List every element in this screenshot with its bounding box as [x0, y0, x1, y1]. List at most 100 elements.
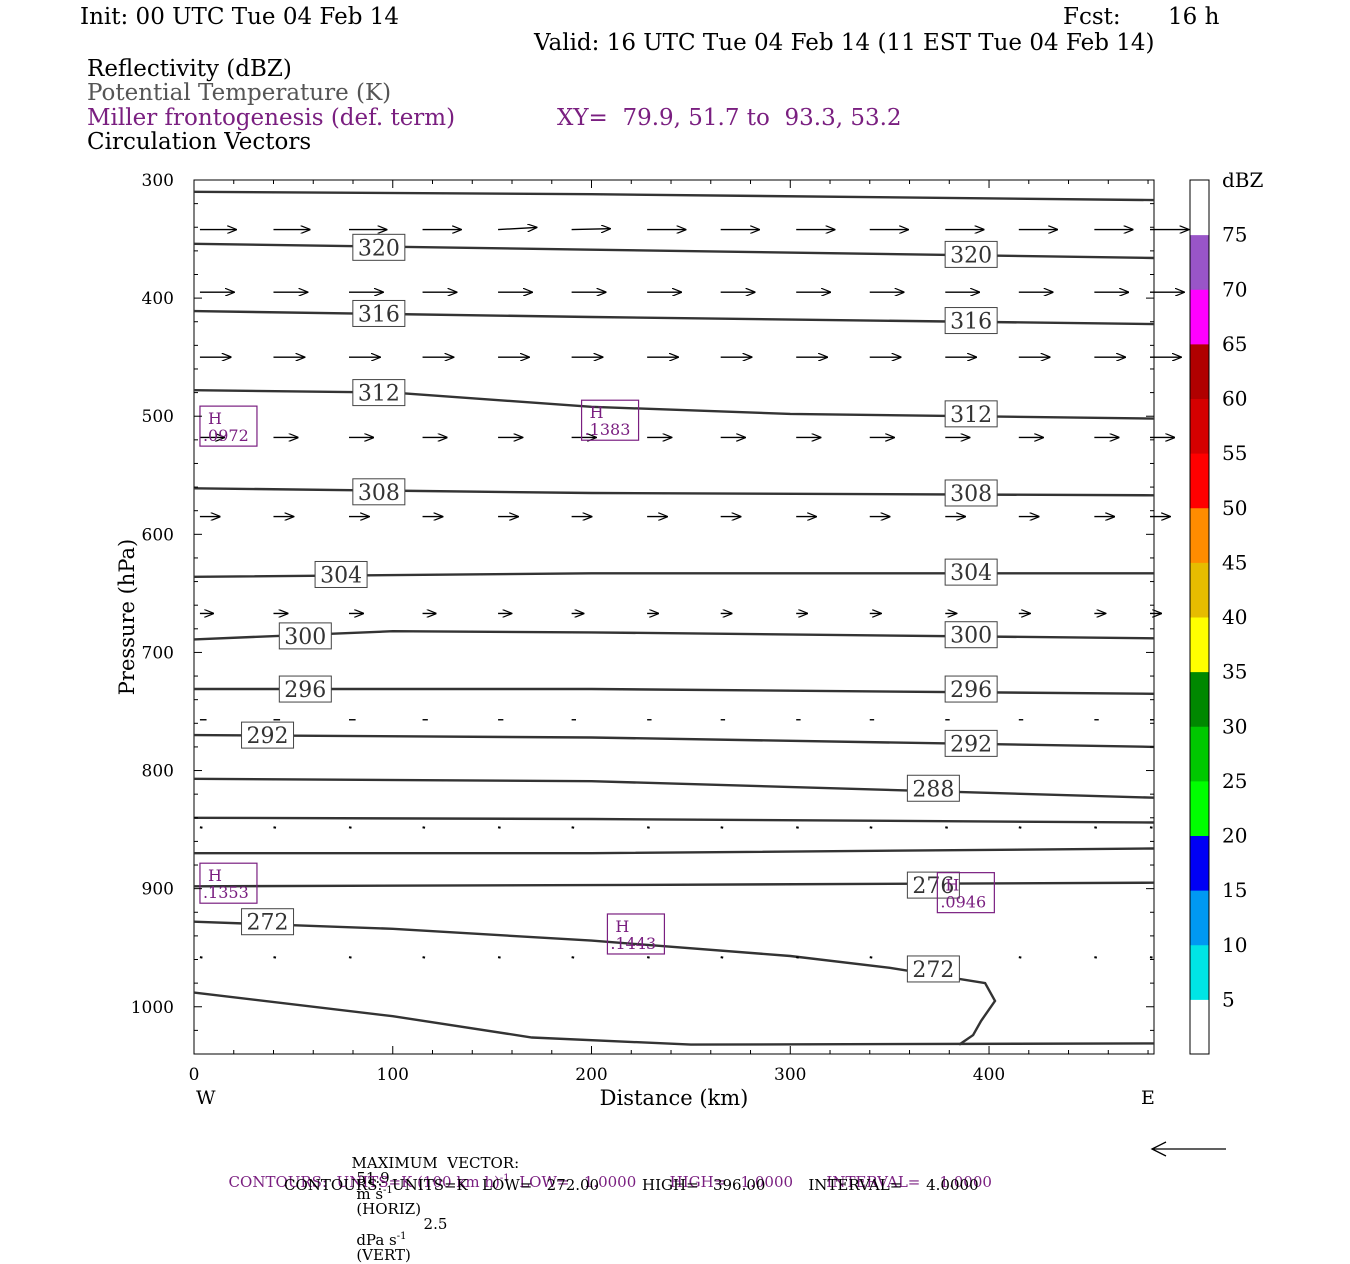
theta-label-text: 316 — [950, 310, 992, 335]
theta-label-box — [906, 955, 960, 983]
y-tick-label: 500 — [142, 407, 174, 427]
theta-label-text: 312 — [358, 382, 400, 407]
theta-label-text: 304 — [950, 561, 992, 586]
theta-contour-276 — [193, 881, 1155, 888]
max-vert-label: (VERT) — [356, 1246, 411, 1264]
forecast-label: Fcst: — [1063, 4, 1121, 30]
colorbar-level-label: 60 — [1222, 387, 1247, 411]
theta-contour-312 — [193, 389, 1155, 420]
forecast-hour: 16 h — [1168, 4, 1220, 30]
colorbar-level-label: 65 — [1222, 332, 1247, 356]
axes: 300 400 500 600 700 800 900 1000 0 100 200 300 400 — [131, 171, 1154, 1085]
colorbar-frame — [1189, 179, 1210, 1055]
frontogenesis-contours-exponent: -1 — [499, 1173, 510, 1184]
colorbar-segment — [1190, 617, 1209, 673]
colorbar-level-label: 55 — [1222, 441, 1247, 465]
colorbar-segment — [1190, 944, 1209, 1000]
theta-contour-line-0 — [193, 190, 1155, 202]
high-box — [199, 405, 258, 447]
max-horiz-label: (HORIZ) — [356, 1200, 422, 1218]
colorbar-segment — [1190, 562, 1209, 618]
vector-point — [199, 826, 203, 829]
colorbar-level-label: 40 — [1222, 605, 1247, 629]
theta-label-text: 320 — [950, 243, 992, 268]
theta-label-text: 308 — [950, 482, 992, 507]
high-label: H — [615, 917, 629, 936]
high-value: .1443 — [610, 934, 656, 953]
circulation-vectors — [199, 227, 1188, 959]
y-tick-label: 900 — [142, 880, 174, 900]
theta-label-text: 272 — [912, 958, 954, 983]
theta-contour-line-14 — [193, 991, 1155, 1046]
colorbar-segment — [1190, 453, 1209, 509]
high-label: H — [208, 409, 222, 428]
vector-point — [497, 956, 501, 959]
vector-point — [1149, 826, 1153, 829]
theta-label-box — [241, 908, 295, 936]
max-vert-exponent: -1 — [396, 1231, 407, 1242]
colorbar-segment — [1190, 289, 1209, 345]
frontogenesis-contours-info: CONTOURS: UNITS=K (100 km h)-1 LOW= 1.00… — [219, 1159, 992, 1190]
vector-point — [1094, 956, 1098, 959]
x-tick-label: 400 — [973, 1065, 1005, 1085]
theta-label-text: 276 — [912, 874, 954, 899]
y-tick-label: 400 — [142, 289, 174, 309]
high-value: .1353 — [203, 883, 249, 902]
colorbar-level-label: 15 — [1222, 878, 1247, 902]
y-tick-label: 800 — [142, 762, 174, 782]
field-circulation-vectors: Circulation Vectors — [87, 129, 312, 155]
colorbar-segment — [1190, 890, 1209, 946]
vector-point — [422, 956, 426, 959]
colorbar-level-label: 25 — [1222, 769, 1247, 793]
theta-label-box — [352, 299, 406, 327]
theta-label-box — [944, 675, 998, 703]
theta-label-box — [944, 307, 998, 335]
reflectivity-colorbar: 5 10 15 20 25 30 35 40 45 50 55 60 65 70 75 — [1189, 179, 1247, 1055]
max-horiz-exponent: -1 — [383, 1185, 393, 1196]
theta-contour-288 — [193, 777, 1155, 799]
east-label: E — [1141, 1087, 1155, 1109]
y-tick-label: 700 — [142, 643, 174, 663]
theta-contour-308 — [193, 487, 1155, 497]
y-tick-label: 300 — [142, 171, 174, 191]
theta-contour-292 — [193, 733, 1155, 749]
theta-label-text: 300 — [950, 624, 992, 649]
vector-point — [869, 826, 873, 829]
colorbar-segment — [1190, 343, 1209, 399]
colorbar-level-label: 45 — [1222, 550, 1247, 574]
vector-point — [571, 826, 575, 829]
vector-point — [199, 956, 203, 959]
theta-label-box — [944, 558, 998, 586]
theta-label-text: 320 — [358, 236, 400, 261]
vector-point — [571, 956, 575, 959]
field-frontogenesis: Miller frontogenesis (def. term) — [87, 105, 456, 131]
reference-vector-arrow — [1150, 1141, 1226, 1157]
field-reflectivity: Reflectivity (dBZ) — [87, 56, 292, 82]
y-tick-label: 600 — [142, 525, 174, 545]
theta-label-text: 312 — [950, 403, 992, 428]
theta-contours-info: CONTOURS: UNITS=K LOW= 272.00 HIGH= 396.… — [284, 1176, 979, 1194]
theta-label-box — [944, 400, 998, 428]
high-label: H — [208, 866, 222, 885]
high-value: .1383 — [585, 420, 631, 439]
plot-frame — [193, 179, 1155, 1055]
theta-contour-labels: 320 320 316 316 312 312 308 308 304 304 300 300 296 2… — [241, 233, 998, 983]
theta-label-text: 296 — [284, 678, 326, 703]
high-value: .0972 — [203, 426, 249, 445]
vector-point — [945, 826, 948, 829]
theta-label-box — [944, 240, 998, 268]
theta-label-box — [944, 479, 998, 507]
high-label: H — [590, 403, 604, 422]
theta-label-text: 292 — [950, 732, 992, 757]
vector-point — [348, 826, 352, 829]
vector-point — [646, 826, 650, 829]
theta-contour-272 — [193, 920, 997, 1046]
vector-point — [720, 956, 724, 959]
theta-label-box — [241, 721, 295, 749]
theta-label-text: 300 — [284, 625, 326, 650]
theta-label-box — [944, 729, 998, 757]
vector-arrow — [571, 229, 610, 230]
theta-label-box — [278, 622, 332, 650]
theta-label-box — [352, 478, 406, 506]
